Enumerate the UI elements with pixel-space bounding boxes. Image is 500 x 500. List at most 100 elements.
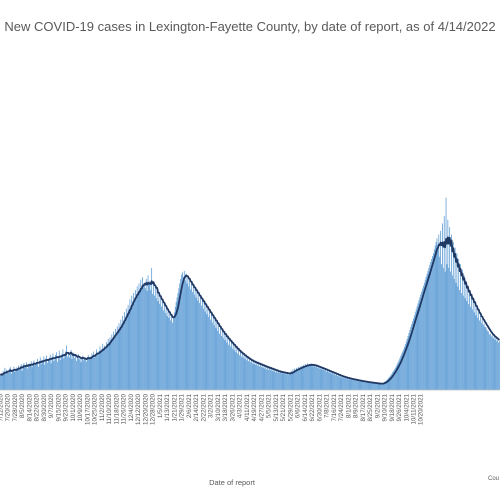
daily-case-bar: [287, 372, 288, 390]
daily-case-bar: [16, 367, 18, 390]
daily-case-bar: [39, 357, 41, 390]
x-tick-label: 12/28/2020: [150, 393, 157, 425]
daily-case-bar: [11, 371, 13, 390]
daily-case-bar: [460, 264, 461, 390]
daily-case-bar: [389, 376, 391, 390]
daily-case-bar: [431, 259, 432, 390]
daily-case-bar: [142, 277, 143, 390]
daily-case-bar: [485, 327, 487, 390]
daily-case-bar: [275, 372, 277, 390]
daily-case-bar: [69, 354, 71, 390]
daily-case-bar: [226, 342, 228, 390]
daily-case-bar: [385, 380, 387, 390]
daily-case-bar: [360, 381, 362, 390]
x-tick-label: 3/10/2021: [215, 393, 222, 421]
daily-case-bar: [21, 370, 23, 390]
daily-case-bar: [108, 343, 110, 390]
daily-case-bar: [269, 370, 271, 390]
x-tick-label: 4/27/2021: [258, 393, 265, 421]
daily-case-bar: [359, 380, 361, 390]
daily-case-bar: [267, 366, 268, 390]
daily-case-bar: [1, 375, 3, 390]
bars-layer: [0, 197, 500, 390]
daily-case-bar: [157, 301, 159, 390]
daily-case-bar: [114, 335, 115, 390]
daily-case-bar: [260, 367, 262, 390]
daily-case-bar: [470, 306, 471, 390]
daily-case-bar: [36, 361, 37, 390]
daily-case-bar: [60, 355, 62, 390]
daily-case-bar: [342, 377, 344, 390]
x-tick-label: 4/11/2021: [244, 393, 251, 421]
daily-case-bar: [466, 301, 468, 390]
daily-case-bar: [479, 320, 480, 390]
daily-case-bar: [86, 357, 88, 390]
daily-case-bar: [117, 330, 119, 390]
daily-case-bar: [483, 323, 485, 390]
x-tick-label: 10/1/2020: [70, 393, 77, 421]
daily-case-bar: [31, 367, 33, 390]
daily-case-bar: [266, 369, 268, 390]
daily-case-bar: [371, 383, 373, 390]
daily-case-bar: [468, 304, 470, 390]
daily-case-bar: [49, 354, 51, 390]
daily-case-bar: [29, 365, 31, 390]
daily-case-bar: [364, 382, 365, 390]
daily-case-bar: [296, 367, 297, 390]
x-tick-label: 9/18/2021: [389, 393, 396, 421]
daily-case-bar: [452, 242, 454, 390]
daily-case-bar: [450, 271, 451, 390]
daily-case-bar: [119, 327, 121, 390]
daily-case-bar: [409, 330, 411, 390]
daily-case-bar: [387, 378, 389, 390]
x-tick-label: 12/12/2020: [135, 393, 142, 425]
daily-case-bar: [299, 366, 301, 390]
daily-case-bar: [19, 368, 20, 390]
daily-case-bar: [81, 358, 83, 390]
daily-case-bar: [330, 371, 332, 390]
daily-case-bar: [405, 341, 407, 390]
daily-case-bar: [349, 379, 351, 390]
daily-case-bar: [438, 234, 440, 390]
x-tick-label: 4/3/2021: [237, 393, 244, 418]
daily-case-bar: [453, 279, 455, 390]
daily-case-bar: [278, 372, 280, 390]
daily-case-bar: [27, 368, 28, 390]
daily-case-bar: [88, 359, 90, 390]
daily-case-bar: [259, 363, 261, 390]
daily-case-bar: [265, 365, 267, 390]
daily-case-bar: [40, 364, 42, 390]
daily-case-bar: [165, 308, 167, 390]
x-tick-label: 7/28/2020: [12, 393, 19, 421]
daily-case-bar: [319, 367, 321, 390]
chart-title: New COVID-19 cases in Lexington-Fayette …: [4, 19, 496, 34]
daily-case-bar: [435, 242, 437, 390]
x-tick-label: 9/10/2021: [382, 393, 389, 421]
daily-case-bar: [295, 370, 297, 390]
daily-case-bar: [477, 317, 479, 390]
daily-case-bar: [474, 303, 476, 390]
daily-case-bar: [46, 355, 47, 390]
daily-case-bar: [257, 365, 259, 390]
daily-case-bar: [85, 358, 86, 390]
daily-case-bar: [107, 338, 109, 390]
daily-case-bar: [221, 330, 223, 390]
daily-case-bar: [83, 360, 85, 390]
x-tick-label: 9/15/2020: [55, 393, 62, 421]
daily-case-bar: [110, 340, 112, 390]
daily-case-bar: [24, 367, 26, 390]
daily-case-bar: [402, 351, 403, 390]
x-tick-label: 10/4/2021: [403, 393, 410, 421]
x-tick-label: 2/6/2021: [186, 393, 193, 418]
daily-case-bar: [76, 360, 77, 390]
daily-case-bar: [178, 288, 180, 390]
daily-case-bar: [467, 285, 469, 390]
daily-case-bar: [246, 360, 248, 390]
daily-case-bar: [55, 354, 57, 390]
daily-case-bar: [169, 314, 171, 390]
x-tick-label: 7/12/2020: [0, 393, 4, 421]
daily-case-bar: [337, 374, 339, 390]
daily-case-bar: [289, 373, 291, 390]
daily-case-bar: [413, 315, 415, 390]
x-tick-label: 10/9/2020: [77, 393, 84, 421]
